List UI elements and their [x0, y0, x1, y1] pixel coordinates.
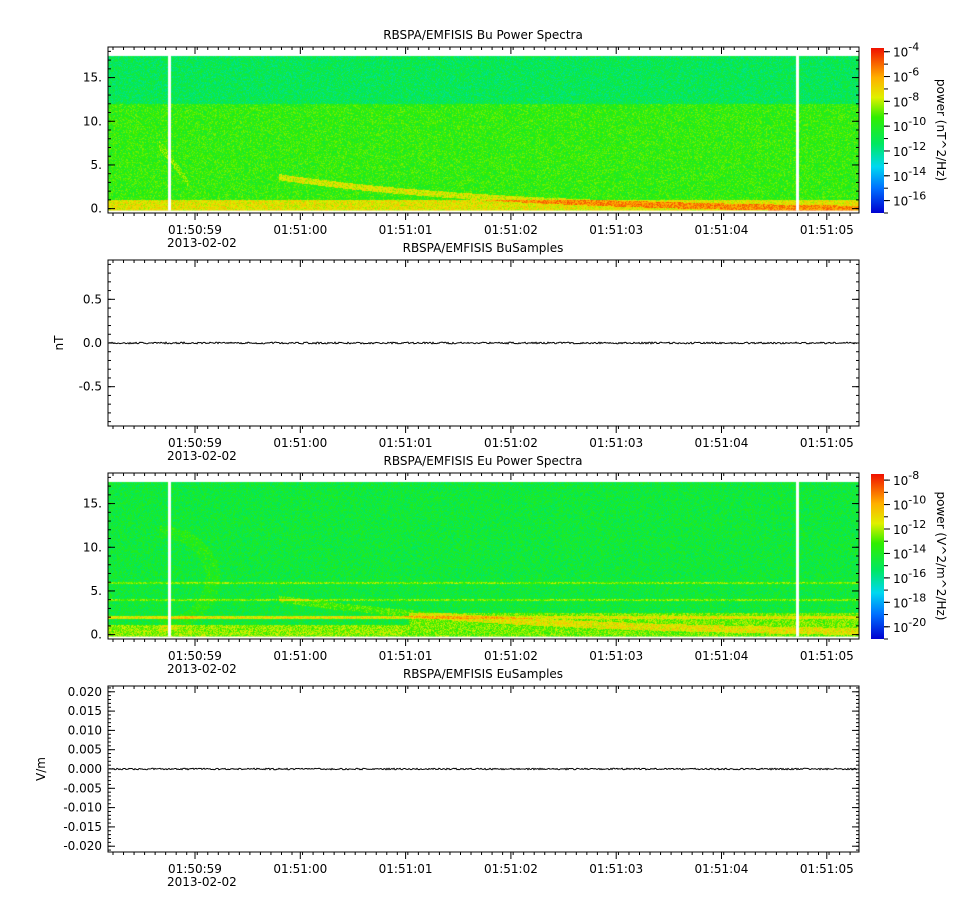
y-axis: 0. 5. 10. 15.	[83, 50, 859, 216]
y-tick-label: 0.010	[68, 723, 102, 737]
y-tick-label: 0.020	[68, 685, 102, 699]
x-tick-label: 01:51:05	[800, 862, 854, 876]
x-tick-label: 01:50:59	[168, 862, 222, 876]
y-tick-label: 10.	[83, 114, 102, 128]
colorbar-axis: 10-4 10-6 10-8 10-10 10-12 10-14 10-16	[884, 41, 926, 214]
y-tick-label: 10.	[83, 540, 102, 554]
colorbar-tick-label: 10-10	[893, 115, 926, 134]
x-tick-label: 01:51:00	[273, 223, 327, 237]
y-tick-label: 15.	[83, 71, 102, 85]
colorbar-axis: 10-8 10-10 10-12 10-14 10-16 10-18 10-20	[884, 469, 926, 640]
y-tick-label: 0.	[91, 628, 102, 642]
y-tick-label: 0.000	[68, 762, 102, 776]
panel-bu-samples: RBSPA/EMFISIS BuSamples -0.5 0.0 0.5 01:50…	[52, 241, 860, 463]
y-tick-label: -0.005	[63, 781, 102, 795]
y-tick-label: 5.	[91, 158, 102, 172]
x-tick-label: 01:51:02	[484, 223, 538, 237]
y-tick-label: 0.	[91, 202, 102, 216]
colorbar-tick-label: 10-12	[893, 518, 926, 537]
x-tick-label: 01:51:03	[589, 862, 643, 876]
y-axis: 0. 5. 10. 15.	[83, 476, 859, 642]
x-tick-label: 01:51:05	[800, 436, 854, 450]
y-tick-label: 15.	[83, 497, 102, 511]
series-line	[108, 341, 858, 345]
y-tick-label: -0.010	[63, 801, 102, 815]
y-axis: -0.5 0.0 0.5	[79, 263, 859, 423]
colorbar	[871, 474, 884, 639]
x-tick-label: 01:50:59	[168, 649, 222, 663]
colorbar-tick-label: 10-10	[893, 494, 926, 513]
x-tick-label: 01:51:05	[800, 223, 854, 237]
x-tick-label: 01:51:04	[695, 436, 749, 450]
y-tick-label: 5.	[91, 584, 102, 598]
y-axis-label: nT	[52, 335, 66, 351]
x-tick-label: 01:51:02	[484, 649, 538, 663]
panel-title: RBSPA/EMFISIS EuSamples	[403, 667, 563, 681]
panel-eu-spectra: RBSPA/EMFISIS Eu Power Spectra 0. 5. 10. 15…	[83, 454, 948, 676]
x-date-label: 2013-02-02	[167, 875, 237, 889]
y-tick-label: -0.5	[79, 380, 102, 394]
x-tick-label: 01:51:04	[695, 223, 749, 237]
x-tick-label: 01:51:01	[379, 862, 433, 876]
colorbar-tick-label: 10-16	[893, 567, 926, 586]
colorbar-tick-label: 10-20	[893, 616, 926, 635]
x-tick-label: 01:51:01	[379, 649, 433, 663]
x-tick-label: 01:51:03	[589, 436, 643, 450]
x-tick-label: 01:51:02	[484, 862, 538, 876]
x-axis: 01:50:59 01:51:00 01:51:01 01:51:02 01:51:03…	[112, 473, 854, 676]
x-date-label: 2013-02-02	[167, 449, 237, 463]
colorbar-tick-label: 10-8	[893, 469, 919, 488]
panel-title: RBSPA/EMFISIS Bu Power Spectra	[383, 28, 583, 42]
y-tick-label: -0.020	[63, 839, 102, 853]
colorbar-tick-label: 10-14	[893, 165, 926, 184]
colorbar-tick-label: 10-14	[893, 542, 926, 561]
spectrogram-image	[108, 473, 859, 639]
series-line	[108, 767, 858, 771]
x-tick-label: 01:50:59	[168, 223, 222, 237]
x-axis: 01:50:59 01:51:00 01:51:01 01:51:02 01:51:03…	[112, 47, 854, 250]
x-tick-label: 01:51:01	[379, 436, 433, 450]
x-axis: 01:50:59 01:51:00 01:51:01 01:51:02 01:51:03…	[112, 260, 854, 463]
y-axis-label: V/m	[34, 757, 48, 781]
colorbar-tick-label: 10-8	[893, 90, 919, 109]
y-tick-label: 0.0	[83, 336, 102, 350]
x-tick-label: 01:51:00	[273, 862, 327, 876]
x-axis: 01:50:59 01:51:00 01:51:01 01:51:02 01:51:03…	[112, 686, 854, 889]
panel-eu-samples: RBSPA/EMFISIS EuSamples 0.0200.0150.0100…	[34, 667, 860, 889]
x-tick-label: 01:51:04	[695, 862, 749, 876]
panel-title: RBSPA/EMFISIS BuSamples	[403, 241, 564, 255]
spectrogram-image	[108, 47, 859, 213]
y-tick-label: 0.015	[68, 704, 102, 718]
colorbar-tick-label: 10-18	[893, 591, 926, 610]
x-tick-label: 01:51:04	[695, 649, 749, 663]
y-tick-label: 0.005	[68, 743, 102, 757]
panel-bu-spectra: RBSPA/EMFISIS Bu Power Spectra 0. 5. 10. 15…	[83, 28, 948, 250]
colorbar-tick-label: 10-6	[893, 66, 919, 85]
colorbar-tick-label: 10-4	[893, 41, 919, 60]
y-axis: 0.020 0.015 0.010 0.005 0.000 -0.005 -0.010 -0.…	[63, 685, 859, 853]
x-tick-label: 01:51:03	[589, 223, 643, 237]
colorbar-tick-label: 10-16	[893, 190, 926, 209]
y-tick-label: 0.5	[83, 292, 102, 306]
x-tick-label: 01:51:01	[379, 223, 433, 237]
x-tick-label: 01:51:03	[589, 649, 643, 663]
x-date-label: 2013-02-02	[167, 662, 237, 676]
colorbar-label: power (V^2/m^2/Hz)	[934, 492, 948, 621]
x-tick-label: 01:51:05	[800, 649, 854, 663]
x-tick-label: 01:51:00	[273, 649, 327, 663]
x-tick-label: 01:51:00	[273, 436, 327, 450]
x-date-label: 2013-02-02	[167, 236, 237, 250]
x-tick-label: 01:50:59	[168, 436, 222, 450]
colorbar-label: power (nT^2/Hz)	[934, 79, 948, 181]
colorbar	[871, 48, 884, 213]
x-tick-label: 01:51:02	[484, 436, 538, 450]
panel-title: RBSPA/EMFISIS Eu Power Spectra	[384, 454, 583, 468]
colorbar-tick-label: 10-12	[893, 140, 926, 159]
y-tick-label: -0.015	[63, 820, 102, 834]
